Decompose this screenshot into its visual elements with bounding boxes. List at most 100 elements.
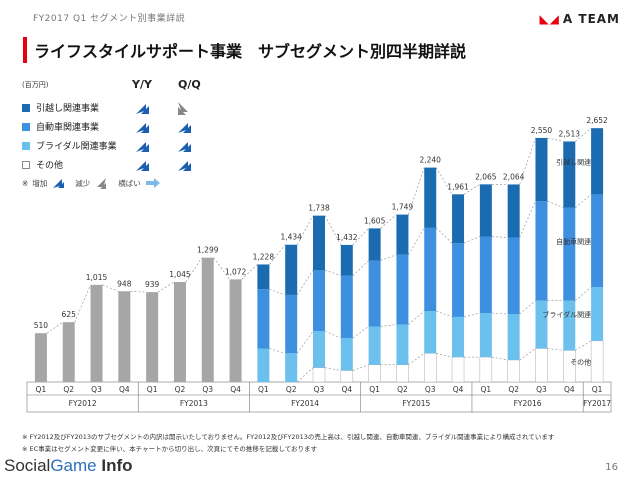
total-label: 510 bbox=[34, 321, 49, 330]
total-label: 1,605 bbox=[364, 216, 386, 225]
connector-line bbox=[408, 227, 425, 255]
total-label: 1,072 bbox=[225, 267, 247, 276]
bar-segment bbox=[396, 214, 409, 255]
bar-segment bbox=[423, 353, 437, 383]
legend-arrows bbox=[134, 120, 218, 134]
fiscal-year-label: FY2013 bbox=[180, 399, 208, 408]
quarter-tick-label: Q1 bbox=[481, 385, 492, 394]
bar-total bbox=[229, 279, 242, 382]
legend-item: 自動車関連事業 bbox=[22, 117, 191, 136]
bar-segment bbox=[479, 356, 493, 383]
yy-header: Y/Y bbox=[132, 78, 152, 91]
brand-info: Info bbox=[101, 456, 133, 475]
quarter-tick-label: Q1 bbox=[147, 385, 158, 394]
yy-arrow-up-icon bbox=[136, 141, 149, 152]
connector-line bbox=[519, 200, 536, 238]
bar-segment bbox=[396, 254, 409, 325]
bar-segment bbox=[368, 364, 381, 383]
total-label: 2,064 bbox=[503, 172, 525, 181]
legend-item: ブライダル関連事業 bbox=[22, 136, 191, 155]
axis-box bbox=[26, 381, 612, 413]
connector-line bbox=[380, 214, 397, 229]
connector-line bbox=[519, 137, 536, 185]
segment-label: 自動車関連 bbox=[556, 237, 591, 246]
quarter-tick-label: Q3 bbox=[91, 385, 102, 394]
connector-line bbox=[352, 260, 369, 277]
bar-segment bbox=[257, 348, 270, 382]
connector-line bbox=[296, 215, 314, 245]
quarter-tick-label: Q4 bbox=[453, 385, 464, 394]
legend-arrows bbox=[134, 101, 218, 115]
connector-line bbox=[435, 227, 453, 244]
bar-segment bbox=[535, 348, 548, 383]
quarter-tick-label: Q1 bbox=[369, 385, 380, 394]
quarter-tick-label: Q2 bbox=[63, 385, 74, 394]
connector-line bbox=[519, 348, 536, 361]
total-label: 1,738 bbox=[308, 204, 330, 213]
total-label: 1,228 bbox=[253, 252, 275, 261]
connector-line bbox=[102, 284, 119, 292]
legend-swatch bbox=[22, 122, 30, 131]
foot-decrease-label: 減少 bbox=[75, 178, 91, 188]
connector-line bbox=[324, 367, 341, 371]
fiscal-year-label: FY2012 bbox=[69, 399, 97, 408]
bar-segment bbox=[285, 244, 298, 295]
bar-total bbox=[146, 292, 159, 382]
bar-segment bbox=[340, 244, 353, 276]
quarter-tick-label: Q1 bbox=[36, 385, 47, 394]
quarter-tick-label: Q2 bbox=[397, 385, 408, 394]
legend-item: 引越し関連事業 bbox=[22, 98, 188, 117]
bar-segment bbox=[257, 289, 270, 349]
bar-segment bbox=[507, 359, 520, 383]
logo-mark-icon: ◣◢ bbox=[539, 12, 560, 26]
total-label: 948 bbox=[117, 279, 132, 288]
bar-segment bbox=[313, 331, 325, 368]
legend-label: 自動車関連事業 bbox=[36, 123, 100, 133]
bar-segment bbox=[396, 324, 409, 365]
legend-label: 引越し関連事業 bbox=[36, 104, 100, 114]
connector-line bbox=[185, 257, 203, 283]
bar-segment bbox=[479, 184, 492, 237]
legend-label: その他 bbox=[36, 161, 64, 171]
connector-line bbox=[575, 286, 592, 301]
bar-segment bbox=[535, 201, 548, 301]
legend-arrows bbox=[134, 158, 218, 172]
quarter-tick-label: Q4 bbox=[119, 385, 130, 394]
total-label: 1,432 bbox=[336, 233, 358, 242]
bar-segment bbox=[451, 356, 465, 383]
bar-segment bbox=[563, 207, 576, 301]
qq-arrow-down-icon bbox=[178, 101, 188, 115]
connector-line bbox=[547, 348, 564, 351]
bar-segment bbox=[285, 353, 298, 382]
connector-line bbox=[130, 290, 147, 293]
bar-segment bbox=[535, 137, 548, 202]
connector-line bbox=[436, 352, 453, 358]
connector-line bbox=[491, 356, 508, 361]
bar-segment bbox=[563, 141, 576, 208]
bar-segment bbox=[591, 194, 604, 288]
quarter-tick-label: Q3 bbox=[536, 385, 547, 394]
fiscal-year-label: FY2014 bbox=[291, 399, 319, 408]
bar-segment bbox=[396, 364, 409, 383]
bar-segment bbox=[479, 236, 492, 314]
bar-segment bbox=[591, 128, 604, 195]
legend-swatch bbox=[22, 103, 30, 112]
connector-line bbox=[269, 348, 286, 354]
legend-swatch bbox=[22, 160, 30, 169]
total-label: 625 bbox=[62, 310, 77, 319]
foot-increase-label: 増加 bbox=[32, 178, 48, 188]
quarter-tick-label: Q2 bbox=[286, 385, 297, 394]
connector-line bbox=[324, 269, 341, 277]
legend-arrows bbox=[134, 139, 218, 153]
connector-line bbox=[491, 312, 508, 315]
bar-segment bbox=[313, 215, 325, 271]
quarter-tick-label: Q4 bbox=[564, 385, 575, 394]
connector-line bbox=[213, 257, 230, 280]
legend-header: Y/Y Q/Q bbox=[132, 78, 224, 91]
quarter-tick-label: Q1 bbox=[258, 385, 269, 394]
bar-segment bbox=[507, 314, 520, 360]
brand-game: Game bbox=[50, 456, 97, 475]
connector-line bbox=[296, 367, 314, 383]
fiscal-year-label: FY2016 bbox=[514, 399, 542, 408]
